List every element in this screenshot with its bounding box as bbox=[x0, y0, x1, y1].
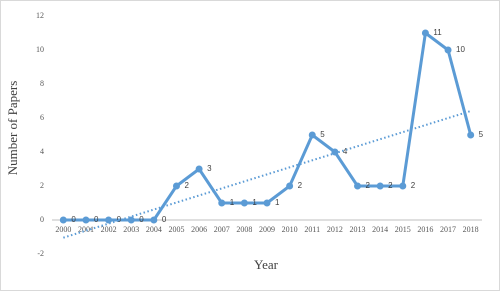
x-tick-label: 2016 bbox=[417, 225, 433, 234]
x-tick-label: 2008 bbox=[236, 225, 252, 234]
x-tick-label: 2000 bbox=[55, 225, 71, 234]
data-point bbox=[127, 216, 135, 224]
data-label: 4 bbox=[343, 147, 348, 156]
x-tick-label: 2002 bbox=[101, 225, 117, 234]
data-point bbox=[150, 216, 158, 224]
x-tick-label: 2004 bbox=[146, 225, 162, 234]
x-tick-label: 2010 bbox=[282, 225, 298, 234]
y-tick-label: 8 bbox=[40, 79, 44, 88]
data-label: 2 bbox=[411, 181, 416, 190]
data-point bbox=[172, 182, 180, 190]
data-point bbox=[263, 199, 271, 207]
x-tick-label: 2001 bbox=[78, 225, 94, 234]
x-tick-label: 2009 bbox=[259, 225, 275, 234]
x-tick-label: 2017 bbox=[440, 225, 456, 234]
data-point bbox=[105, 216, 113, 224]
data-point bbox=[421, 29, 429, 37]
data-label: 0 bbox=[117, 215, 122, 224]
y-tick-label: 2 bbox=[40, 181, 44, 190]
data-label: 3 bbox=[207, 164, 212, 173]
x-tick-label: 2007 bbox=[214, 225, 230, 234]
data-label: 2 bbox=[298, 181, 303, 190]
data-label: 2 bbox=[366, 181, 371, 190]
data-label: 5 bbox=[320, 130, 325, 139]
data-label: 5 bbox=[479, 130, 484, 139]
data-label: 10 bbox=[456, 45, 465, 54]
data-point bbox=[444, 46, 452, 54]
data-point bbox=[376, 182, 384, 190]
data-label: 0 bbox=[94, 215, 99, 224]
data-point bbox=[82, 216, 90, 224]
data-label: 1 bbox=[230, 198, 235, 207]
y-tick-label: 4 bbox=[40, 147, 44, 156]
data-point bbox=[399, 182, 407, 190]
data-label: 0 bbox=[71, 215, 76, 224]
data-label: 11 bbox=[433, 28, 442, 37]
data-point bbox=[467, 131, 475, 139]
data-point bbox=[218, 199, 226, 207]
x-tick-label: 2011 bbox=[304, 225, 320, 234]
data-point bbox=[240, 199, 248, 207]
data-label: 2 bbox=[184, 181, 189, 190]
data-point bbox=[286, 182, 294, 190]
y-axis-title: Number of Papers bbox=[5, 81, 20, 176]
y-tick-label: 0 bbox=[40, 215, 44, 224]
data-label: 1 bbox=[275, 198, 280, 207]
x-tick-label: 2003 bbox=[123, 225, 139, 234]
data-point bbox=[59, 216, 67, 224]
data-label: 0 bbox=[139, 215, 144, 224]
x-axis-title: Year bbox=[254, 257, 279, 272]
data-label: 0 bbox=[162, 215, 167, 224]
data-point bbox=[308, 131, 316, 139]
x-tick-label: 2014 bbox=[372, 225, 388, 234]
data-point bbox=[354, 182, 362, 190]
data-label: 2 bbox=[388, 181, 393, 190]
y-tick-label: -2 bbox=[37, 249, 44, 258]
y-tick-label: 12 bbox=[36, 11, 44, 20]
x-tick-label: 2005 bbox=[168, 225, 184, 234]
data-label: 1 bbox=[252, 198, 257, 207]
x-tick-label: 2006 bbox=[191, 225, 207, 234]
y-tick-label: 6 bbox=[40, 113, 44, 122]
trendline bbox=[63, 110, 471, 239]
x-tick-label: 2015 bbox=[395, 225, 411, 234]
x-tick-label: 2013 bbox=[350, 225, 366, 234]
data-point bbox=[195, 165, 203, 173]
y-tick-label: 10 bbox=[36, 45, 44, 54]
data-point bbox=[331, 148, 339, 156]
x-tick-label: 2012 bbox=[327, 225, 343, 234]
x-tick-label: 2018 bbox=[463, 225, 479, 234]
